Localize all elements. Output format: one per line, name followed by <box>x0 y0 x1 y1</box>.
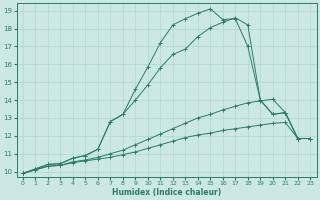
X-axis label: Humidex (Indice chaleur): Humidex (Indice chaleur) <box>112 188 221 197</box>
